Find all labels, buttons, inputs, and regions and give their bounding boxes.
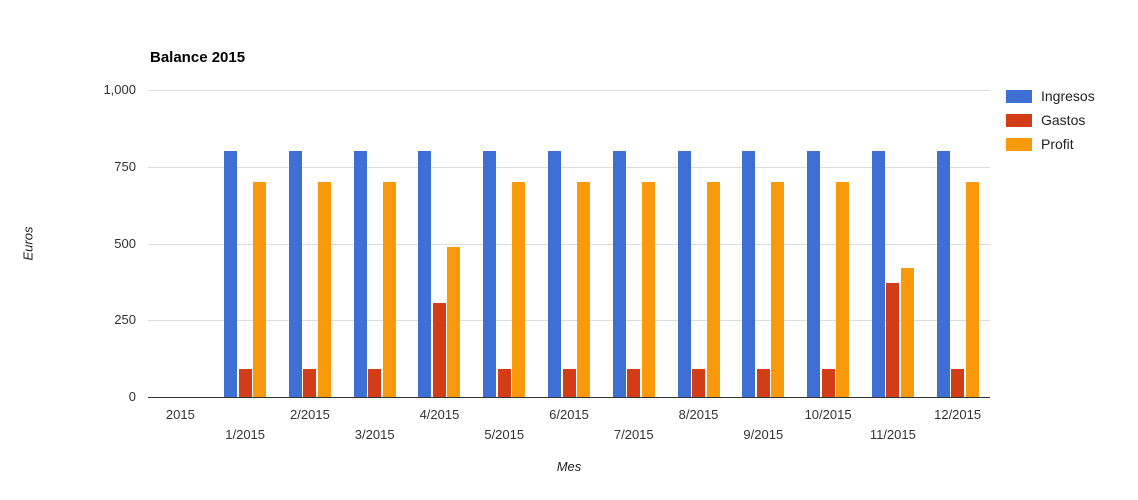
x-tick-label: 6/2015 xyxy=(549,407,589,422)
bar-ingresos-2-2015[interactable] xyxy=(288,151,302,397)
bar-gastos-5-2015[interactable] xyxy=(497,369,511,397)
bar-gastos-12-2015[interactable] xyxy=(951,369,965,397)
x-tick-label: 2/2015 xyxy=(290,407,330,422)
bar-profit-11-2015[interactable] xyxy=(900,268,914,397)
y-axis-title: Euros xyxy=(20,226,36,261)
x-tick-label: 7/2015 xyxy=(613,427,654,442)
gridline-250 xyxy=(148,320,990,322)
bar-gastos-7-2015[interactable] xyxy=(627,369,641,397)
bar-ingresos-6-2015[interactable] xyxy=(548,151,561,397)
bar-profit-4-2015[interactable] xyxy=(447,246,461,397)
plot-area xyxy=(148,90,990,398)
bar-gastos-8-2015[interactable] xyxy=(692,369,706,397)
legend-label: Gastos xyxy=(1041,112,1086,128)
gridline-500 xyxy=(148,243,990,245)
x-tick-label: 8/2015 xyxy=(678,407,719,422)
x-tick-label: 12/2015 xyxy=(934,407,982,422)
gridline-1000 xyxy=(148,90,990,91)
x-tick-label: 11/2015 xyxy=(869,427,916,442)
bar-gastos-11-2015[interactable] xyxy=(886,283,900,397)
bar-profit-8-2015[interactable] xyxy=(706,182,720,397)
bar-profit-2-2015[interactable] xyxy=(317,182,331,397)
x-tick-label: 10/2015 xyxy=(804,407,852,422)
y-tick-label: 1,000 xyxy=(103,82,136,97)
x-tick-label: 5/2015 xyxy=(484,427,525,442)
x-tick-label: 3/2015 xyxy=(354,427,395,442)
y-tick-label: 750 xyxy=(114,158,136,174)
legend-swatch-ingresos xyxy=(1006,89,1032,103)
bar-profit-1-2015[interactable] xyxy=(253,182,267,397)
bar-profit-7-2015[interactable] xyxy=(641,182,655,397)
bar-gastos-1-2015[interactable] xyxy=(238,369,252,397)
bar-gastos-9-2015[interactable] xyxy=(756,369,770,397)
x-axis-title: Mes xyxy=(556,459,582,474)
bar-ingresos-7-2015[interactable] xyxy=(612,151,626,397)
x-tick-label: 1/2015 xyxy=(225,427,266,442)
x-tick-label: 4/2015 xyxy=(419,407,460,422)
bar-gastos-4-2015[interactable] xyxy=(432,303,446,397)
bar-profit-6-2015[interactable] xyxy=(577,182,590,397)
legend-label: Ingresos xyxy=(1041,88,1095,104)
legend-swatch-gastos xyxy=(1006,113,1032,127)
bar-gastos-10-2015[interactable] xyxy=(821,369,835,397)
bar-profit-9-2015[interactable] xyxy=(771,182,785,397)
chart-legend: Ingresos Gastos Profit xyxy=(1006,88,1095,160)
legend-label: Profit xyxy=(1041,136,1074,152)
bar-ingresos-1-2015[interactable] xyxy=(224,151,238,397)
legend-swatch-profit xyxy=(1006,137,1032,151)
bar-ingresos-3-2015[interactable] xyxy=(353,151,367,397)
bar-gastos-6-2015[interactable] xyxy=(562,369,576,397)
bar-profit-5-2015[interactable] xyxy=(512,182,526,397)
chart-title: Balance 2015 xyxy=(150,49,246,66)
bar-ingresos-10-2015[interactable] xyxy=(807,151,821,397)
bar-ingresos-8-2015[interactable] xyxy=(677,151,691,397)
bar-gastos-3-2015[interactable] xyxy=(368,369,382,397)
bar-ingresos-4-2015[interactable] xyxy=(418,151,432,397)
bar-ingresos-5-2015[interactable] xyxy=(483,151,497,397)
x-tick-label: 2015 xyxy=(165,407,195,422)
gridline-750 xyxy=(148,166,990,168)
legend-item-profit: Profit xyxy=(1006,136,1095,152)
y-tick-label: 500 xyxy=(114,235,136,251)
bar-ingresos-9-2015[interactable] xyxy=(742,151,756,397)
y-tick-label: 250 xyxy=(114,312,136,328)
legend-item-gastos: Gastos xyxy=(1006,112,1095,128)
bar-ingresos-11-2015[interactable] xyxy=(871,151,885,397)
bar-profit-3-2015[interactable] xyxy=(382,182,396,397)
bar-ingresos-12-2015[interactable] xyxy=(936,151,950,397)
legend-item-ingresos: Ingresos xyxy=(1006,88,1095,104)
x-tick-label: 9/2015 xyxy=(743,427,784,442)
bar-profit-12-2015[interactable] xyxy=(965,182,979,397)
bar-profit-10-2015[interactable] xyxy=(836,182,850,397)
bar-gastos-2-2015[interactable] xyxy=(303,369,317,397)
y-tick-label: 0 xyxy=(128,389,136,404)
